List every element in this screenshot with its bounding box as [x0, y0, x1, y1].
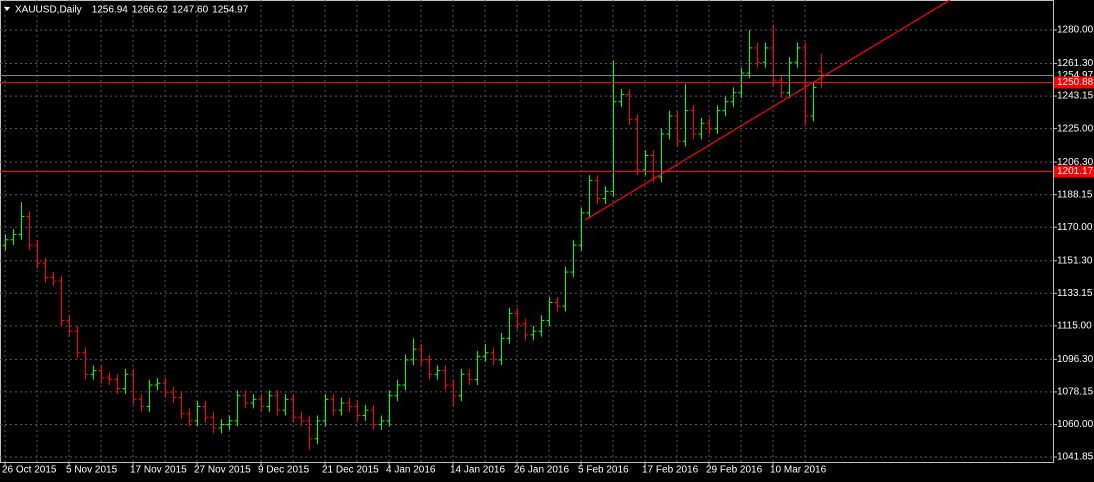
- plot-frame: [0, 0, 1054, 463]
- header-value: 1266.62: [132, 5, 169, 16]
- header-value: 1254.97: [212, 5, 249, 16]
- x-tick-label: 21 Dec 2015: [322, 465, 379, 476]
- price-label: 1250.88: [1057, 77, 1094, 88]
- header-value: 1256.94: [92, 5, 129, 16]
- price-label-box: [1054, 76, 1094, 89]
- x-tick-label: 17 Nov 2015: [130, 465, 187, 476]
- y-tick-label: 1096.30: [1057, 354, 1094, 365]
- y-tick-label: 1133.15: [1057, 288, 1093, 299]
- trendline: [584, 0, 951, 221]
- price-label: 1201.17: [1057, 166, 1094, 177]
- y-tick-label: 1170.00: [1057, 222, 1093, 233]
- price-label: 1254.97: [1057, 70, 1094, 81]
- menu-triangle: [4, 7, 10, 11]
- y-tick-label: 1261.30: [1057, 58, 1094, 69]
- x-tick-label: 5 Feb 2016: [578, 465, 629, 476]
- y-tick-label: 1206.30: [1057, 157, 1094, 168]
- y-tick-label: 1280.00: [1057, 25, 1094, 36]
- x-tick-label: 10 Mar 2016: [770, 465, 827, 476]
- y-tick-label: 1188.15: [1057, 189, 1093, 200]
- x-tick-label: 27 Nov 2015: [194, 465, 251, 476]
- grid: [0, 0, 1053, 462]
- y-tick-label: 1060.00: [1057, 419, 1094, 430]
- y-tick-label: 1243.15: [1057, 91, 1094, 102]
- x-tick-label: 14 Jan 2016: [450, 465, 505, 476]
- chart-title: XAUUSD,Daily: [15, 5, 82, 16]
- price-label-box: [1054, 165, 1094, 178]
- y-tick-label: 1225.00: [1057, 123, 1094, 134]
- x-tick-label: 26 Oct 2015: [2, 465, 57, 476]
- x-tick-label: 5 Nov 2015: [66, 465, 118, 476]
- x-tick-label: 9 Dec 2015: [258, 465, 310, 476]
- y-tick-label: 1041.85: [1057, 452, 1094, 463]
- y-tick-label: 1078.15: [1057, 387, 1094, 398]
- x-tick-label: 26 Jan 2016: [514, 465, 569, 476]
- x-tick-label: 17 Feb 2016: [642, 465, 699, 476]
- marks: [0, 0, 1053, 450]
- y-tick-label: 1151.30: [1057, 255, 1093, 266]
- x-tick-label: 29 Feb 2016: [706, 465, 763, 476]
- header-value: 1247.60: [172, 5, 209, 16]
- x-tick-label: 4 Jan 2016: [386, 465, 436, 476]
- y-tick-label: 1115.00: [1057, 320, 1092, 331]
